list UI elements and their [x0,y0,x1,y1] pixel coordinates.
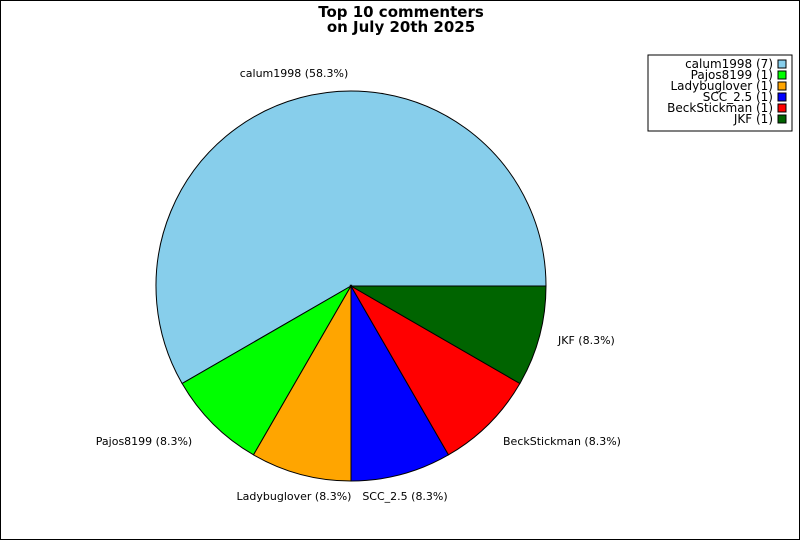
slice-labels: calum1998 (58.3%) Pajos8199 (8.3%) Ladybug… [96,67,621,503]
pie-slices [155,90,547,482]
pie-slice-beckstickman [349,284,521,456]
slice-label-jkf: JKF (8.3%) [557,334,615,347]
slice-label-scc-2-5: SCC_2.5 (8.3%) [362,490,447,503]
legend-swatch-jkf [777,114,787,124]
pie-slice-calum1998 [155,90,547,385]
slice-label-beckstickman: BeckStickman (8.3%) [503,435,621,448]
legend-label-calum1998: calum1998 (7) [685,57,773,71]
chart-title-line-1: Top 10 commenters [318,3,484,21]
legend-swatch-pajos8199 [777,70,787,80]
chart-title: Top 10 commenters on July 20th 2025 [318,3,484,36]
legend-label-beckstickman: BeckStickman (1) [667,101,773,115]
legend-label-jkf: JKF (1) [733,112,773,126]
pie-slice-jkf [349,285,547,385]
legend-swatch-scc-2-5 [777,92,787,102]
legend: calum1998 (7)Pajos8199 (1)Ladybuglover (… [647,54,793,132]
slice-label-pajos8199: Pajos8199 (8.3%) [96,435,192,448]
legend-swatch-ladybuglover [777,81,787,91]
pie-slice-scc-2-5 [350,284,450,482]
legend-label-ladybuglover: Ladybuglover (1) [670,79,773,93]
legend-label-scc-2-5: SCC_2.5 (1) [703,90,773,104]
slice-label-ladybuglover: Ladybuglover (8.3%) [237,490,352,503]
legend-swatch-beckstickman [777,103,787,113]
chart-title-line-2: on July 20th 2025 [327,18,475,36]
slice-label-calum1998: calum1998 (58.3%) [240,67,349,80]
legend-box [647,54,793,132]
pie-slice-pajos8199 [181,284,353,456]
legend-swatch-calum1998 [777,59,787,69]
legend-label-pajos8199: Pajos8199 (1) [691,68,773,82]
pie-slice-ladybuglover [252,284,352,482]
